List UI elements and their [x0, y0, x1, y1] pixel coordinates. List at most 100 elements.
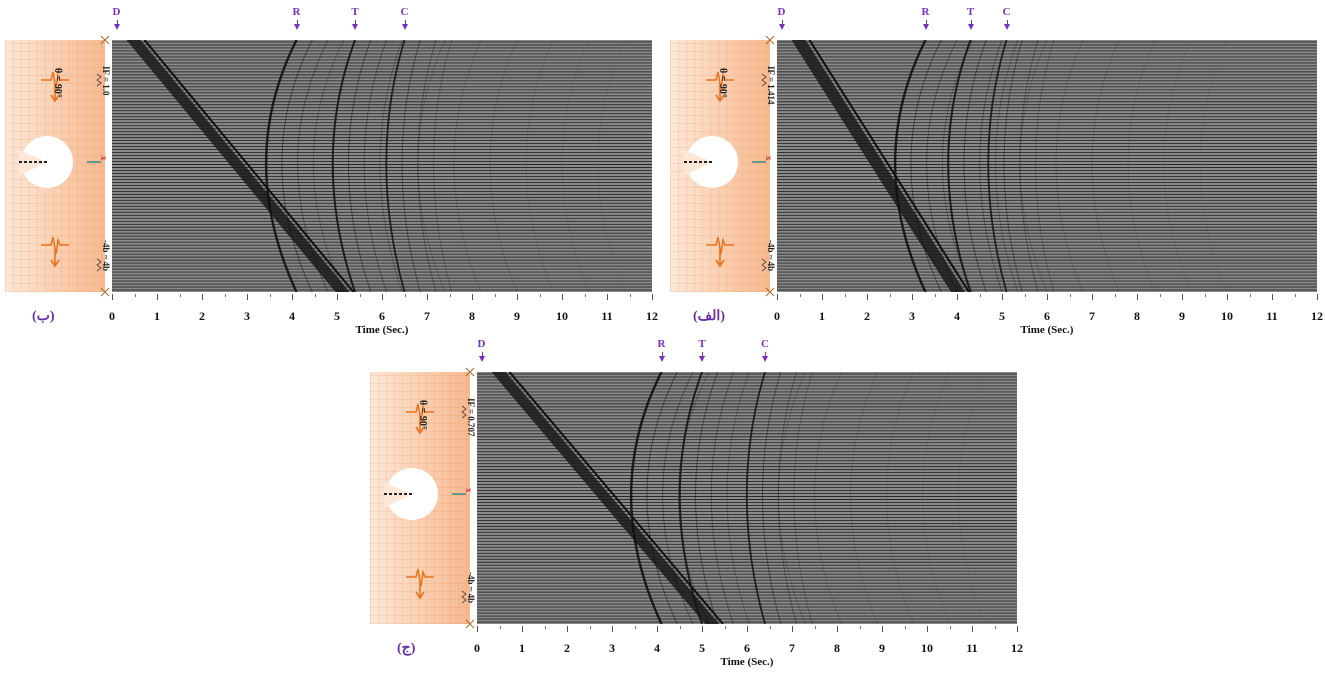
axis-tick	[957, 294, 958, 300]
coda-arrival	[417, 40, 446, 292]
axis-minor-tick	[1294, 294, 1296, 297]
axis-minor-tick	[1249, 294, 1251, 297]
panel-label: (ب)	[32, 309, 55, 324]
scattered-arrival-c	[401, 40, 421, 292]
coda-arrival	[1163, 40, 1192, 292]
phase-arrow-stem	[925, 20, 927, 24]
axis-tick-label: 5	[699, 641, 705, 655]
coda-arrival	[561, 40, 590, 292]
impedance-factor-label: IF = 1.0	[101, 66, 111, 96]
phase-arrow-icon	[922, 24, 929, 30]
scattered-arrival-c	[417, 40, 437, 292]
panel-label: (ج)	[397, 641, 416, 656]
coda-arrival	[778, 372, 806, 624]
axis-tick	[1317, 294, 1318, 300]
scattered-arrival-c	[433, 40, 453, 292]
axis-tick	[652, 294, 653, 300]
axis-minor-tick	[679, 626, 681, 629]
axis-tick	[747, 626, 748, 632]
scattered-arrival-r	[677, 372, 710, 624]
phase-arrow-icon	[352, 24, 358, 30]
phase-arrow-stem	[404, 20, 406, 24]
wavelet	[41, 71, 69, 90]
scattered-arrival-r	[265, 40, 298, 292]
scattered-arrival-c	[793, 372, 813, 624]
coda-arrival	[453, 40, 482, 292]
incidence-angle-label: θ = 90°	[52, 68, 63, 98]
model-schematic: IF = 0.707 θ = 90° -4b ~ 4b x	[370, 367, 476, 629]
x-coordinate-label: x	[99, 156, 109, 161]
scattered-arrival-r	[281, 40, 313, 292]
axis-tick-label: 1	[154, 309, 160, 323]
axis-tick	[1002, 294, 1003, 300]
axis-tick	[112, 294, 113, 300]
phase-arrow-stem	[481, 352, 483, 356]
axis-minor-tick	[224, 294, 226, 297]
boundary-mark	[761, 73, 767, 87]
axis-tick-label: 3	[909, 309, 915, 323]
scattered-arrival-t	[947, 40, 972, 292]
axis-tick	[337, 294, 338, 300]
phase-arrow-stem	[781, 20, 783, 24]
time-axis: Time (Sec.) 0 1 2 3 4 5 6 7 8 9 10 11 12	[474, 626, 1023, 668]
model-schematic: IF = 1.414 θ = 90° -4b ~ 4b x	[670, 35, 776, 297]
scattered-arrival-t	[379, 40, 403, 292]
axis-tick-label: 9	[1179, 309, 1185, 323]
axis-tick-label: 7	[1089, 309, 1095, 323]
axis-minor-tick	[1069, 294, 1071, 297]
coda-arrival	[886, 372, 914, 624]
incidence-arrow	[415, 581, 425, 600]
seismogram-panel-alef: IF = 1.414 θ = 90° -4b ~ 4b x Time (Sec.) 0…	[665, 6, 1325, 340]
scattered-arrival-c	[1003, 40, 1023, 292]
axis-tick-label: 2	[864, 309, 870, 323]
axis-tick	[472, 294, 473, 300]
axis-tick-label: 9	[514, 309, 520, 323]
axis-minor-tick	[589, 626, 591, 629]
axis-tick	[382, 294, 383, 300]
seismogram-svg	[777, 40, 1317, 292]
axis-tick-label: 10	[556, 309, 568, 323]
phase-label-c: C	[400, 6, 409, 18]
axis-minor-tick	[1114, 294, 1116, 297]
axis-minor-tick	[949, 626, 951, 629]
axis-tick	[427, 294, 428, 300]
coda-arrival	[850, 372, 878, 624]
phase-label-t: T	[698, 338, 706, 350]
phase-label-r: R	[921, 6, 930, 18]
seismogram-traces	[777, 40, 1317, 292]
scattered-arrival-r	[910, 40, 942, 292]
target-notch	[384, 482, 412, 508]
axis-tick	[912, 294, 913, 300]
axis-minor-tick	[994, 626, 996, 629]
scattered-arrival-r	[926, 40, 958, 292]
scattered-arrival-r	[646, 372, 678, 624]
axis-title: Time (Sec.)	[355, 324, 409, 336]
axis-tick	[157, 294, 158, 300]
axis-minor-tick	[769, 626, 771, 629]
axis-tick	[972, 626, 973, 632]
scattered-arrival-t	[363, 40, 388, 292]
axis-tick	[837, 626, 838, 632]
phase-label-c: C	[1002, 6, 1011, 18]
axis-tick	[202, 294, 203, 300]
coda-arrival	[922, 372, 950, 624]
target-notch	[684, 150, 712, 176]
seismogram-svg	[112, 40, 652, 292]
scattered-arrival-r	[630, 372, 663, 624]
x-coordinate-label: x	[764, 156, 774, 161]
incidence-arrow	[50, 84, 60, 103]
incidence-angle-label: θ = 90°	[417, 400, 428, 430]
axis-tick-label: 5	[999, 309, 1005, 323]
boundary-mark	[461, 405, 467, 419]
coda-arrival	[1199, 40, 1228, 292]
phase-label-d: D	[477, 338, 486, 350]
phase-arrow-stem	[1006, 20, 1008, 24]
phase-arrow-stem	[661, 352, 663, 356]
axis-minor-tick	[799, 294, 801, 297]
axis-minor-tick	[134, 294, 136, 297]
axis-minor-tick	[889, 294, 891, 297]
seismogram-panel-j: IF = 0.707 θ = 90° -4b ~ 4b x Time (Sec.) 0…	[365, 338, 1035, 672]
incidence-arrow	[415, 416, 425, 435]
axis-tick	[927, 626, 928, 632]
scattered-arrival-c	[987, 40, 1008, 292]
